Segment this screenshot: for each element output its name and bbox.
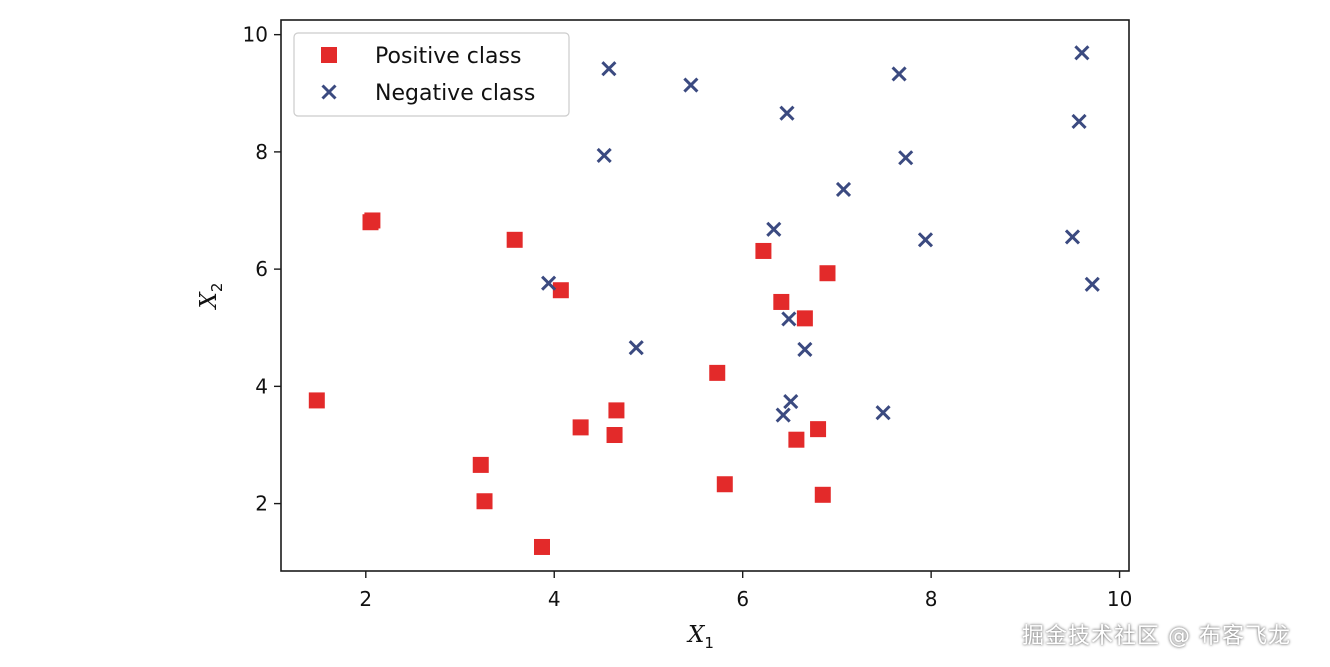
data-point-negative	[1084, 276, 1100, 292]
data-point-negative	[1074, 45, 1090, 61]
data-point-negative	[797, 341, 813, 357]
data-point-negative	[683, 77, 699, 93]
data-point-positive	[814, 486, 831, 503]
data-point-negative	[541, 275, 557, 291]
data-point-positive	[472, 456, 489, 473]
data-point-positive	[606, 427, 623, 444]
legend-label-positive: Positive class	[375, 44, 521, 69]
y-axis-label: X2	[196, 283, 226, 311]
data-point-positive	[533, 538, 550, 555]
data-point-negative	[917, 232, 934, 248]
data-point-negative	[628, 340, 644, 356]
data-point-positive	[572, 419, 589, 436]
data-point-positive	[796, 310, 813, 327]
data-point-positive	[773, 293, 790, 310]
x-tick-label: 4	[548, 587, 561, 611]
data-point-positive	[716, 476, 733, 493]
y-tick-label: 6	[255, 257, 268, 281]
data-point-positive	[476, 493, 493, 510]
data-point-negative	[601, 61, 617, 77]
data-point-positive	[788, 431, 805, 448]
data-point-negative	[898, 150, 914, 166]
data-point-negative	[766, 221, 782, 237]
data-point-negative	[779, 105, 795, 121]
y-tick-label: 10	[243, 23, 268, 47]
data-point-positive	[709, 364, 726, 381]
x-axis-label-subscript: 1	[704, 634, 714, 652]
y-tick-label: 4	[255, 374, 268, 398]
data-point-positive	[810, 421, 827, 438]
y-axis-label-subscript: 2	[208, 283, 226, 293]
data-point-negative	[783, 394, 799, 410]
legend: Positive class Negative class	[293, 32, 570, 117]
series-negative-class	[541, 45, 1100, 423]
data-point-negative	[596, 147, 612, 163]
data-point-negative	[875, 405, 891, 421]
data-point-positive	[608, 402, 625, 419]
data-point-negative	[891, 66, 907, 82]
y-tick-label: 8	[255, 140, 268, 164]
data-point-positive	[364, 212, 381, 229]
data-point-positive	[552, 282, 569, 299]
x-tick-label: 6	[736, 587, 749, 611]
legend-marker-negative	[321, 84, 337, 100]
x-tick-label: 10	[1107, 587, 1132, 611]
data-point-positive	[755, 242, 772, 259]
plot-area	[308, 45, 1100, 555]
x-tick-label: 8	[925, 587, 938, 611]
x-tick-label: 2	[359, 587, 372, 611]
data-point-negative	[835, 181, 852, 197]
data-point-negative	[775, 407, 791, 423]
data-point-positive	[819, 265, 836, 282]
legend-label-negative: Negative class	[375, 81, 535, 106]
watermark-text: 掘金技术社区 @ 布客飞龙	[1022, 624, 1291, 649]
y-tick-label: 2	[255, 492, 268, 516]
data-point-negative	[1071, 113, 1087, 129]
legend-marker-positive	[321, 47, 337, 63]
plot-frame	[280, 19, 1130, 572]
x-axis-label: X1	[686, 622, 714, 652]
data-point-positive	[506, 231, 523, 248]
legend-box	[293, 32, 570, 117]
data-point-negative	[1064, 229, 1081, 245]
series-positive-class	[308, 212, 836, 555]
data-point-positive	[308, 392, 325, 409]
data-point-negative	[781, 311, 797, 327]
